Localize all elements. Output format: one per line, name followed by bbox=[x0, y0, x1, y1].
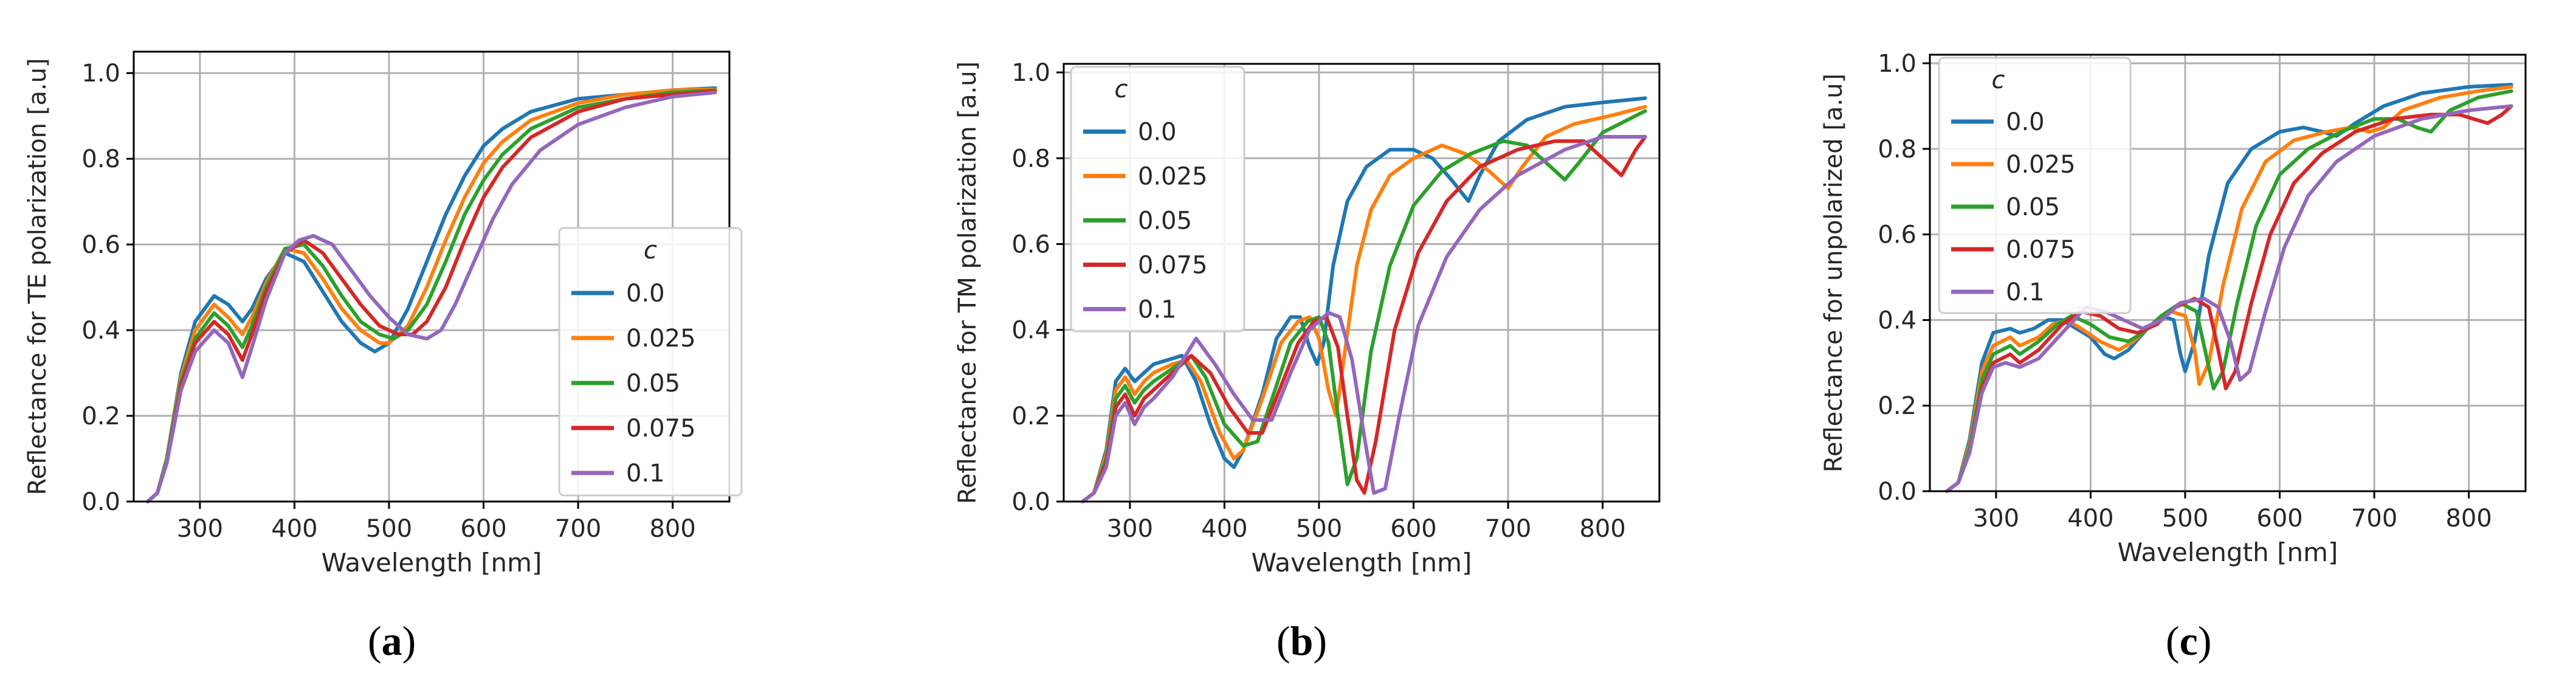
x-tick-label: 500 bbox=[366, 515, 412, 543]
panel-label-c: (c) bbox=[2166, 618, 2212, 664]
y-tick-label: 0.8 bbox=[81, 145, 120, 173]
x-tick-label: 600 bbox=[460, 515, 506, 543]
x-tick-label: 500 bbox=[1296, 515, 1342, 543]
series-line-0.025 bbox=[146, 88, 717, 503]
x-tick-label: 600 bbox=[2256, 505, 2302, 533]
legend-label-0.025: 0.025 bbox=[626, 325, 696, 353]
series-line-0.0 bbox=[146, 86, 717, 503]
legend: c 0.0 0.025 0.05 0.075 0.1 bbox=[1070, 66, 1245, 333]
x-axis-label: Wavelength [nm] bbox=[1252, 548, 1472, 578]
legend-label-0.0: 0.0 bbox=[626, 280, 665, 308]
y-tick-label: 0.8 bbox=[1878, 136, 1917, 164]
legend-label-0.075: 0.075 bbox=[626, 415, 696, 443]
legend-label-0.1: 0.1 bbox=[1138, 296, 1177, 324]
x-tick-label: 400 bbox=[1201, 515, 1247, 543]
series-line-0.075 bbox=[146, 89, 717, 503]
series-line-0.05 bbox=[146, 88, 717, 503]
series-line-0.1 bbox=[1945, 104, 2513, 493]
legend-label-0.075: 0.075 bbox=[2006, 236, 2076, 264]
legend-label-0.05: 0.05 bbox=[1138, 207, 1192, 235]
y-tick-label: 0.6 bbox=[81, 231, 120, 259]
y-tick-label: 1.0 bbox=[1878, 50, 1917, 78]
y-axis-label: Reflectance for unpolarized [a.u] bbox=[1820, 74, 1848, 472]
legend-label-0.025: 0.025 bbox=[1138, 163, 1208, 191]
y-tick-label: 0.2 bbox=[1878, 392, 1917, 420]
legend-label-0.025: 0.025 bbox=[2006, 151, 2076, 179]
legend-label-0.0: 0.0 bbox=[1138, 119, 1177, 147]
series-line-0.05 bbox=[1081, 109, 1647, 503]
y-tick-label: 0.6 bbox=[1878, 221, 1917, 249]
series-line-0.025 bbox=[1081, 105, 1647, 503]
y-tick-label: 0.0 bbox=[1011, 488, 1050, 516]
x-tick-label: 800 bbox=[2445, 505, 2492, 533]
x-tick-label: 600 bbox=[1390, 515, 1436, 543]
x-tick-label: 400 bbox=[2067, 505, 2113, 533]
chart-panel-c: 300 400 500 600 700 800 0.0 0.2 0.4 0.6 0.8 1.0 Wave… bbox=[1820, 50, 2527, 567]
plot-frame bbox=[1062, 63, 1661, 503]
legend-title: c bbox=[644, 236, 657, 264]
legend-box bbox=[558, 227, 743, 497]
x-tick-label: 700 bbox=[555, 515, 601, 543]
legend-title: c bbox=[1992, 66, 2005, 94]
x-axis-label: Wavelength [nm] bbox=[2118, 537, 2338, 567]
panel-label-a: (a) bbox=[368, 618, 416, 664]
legend-title: c bbox=[1115, 75, 1128, 103]
legend: c0.0 0.025 0.05 0.075 0.1 bbox=[1938, 57, 2132, 314]
series-line-0.0 bbox=[1081, 96, 1647, 503]
series-line-0.1 bbox=[146, 91, 717, 503]
legend-box bbox=[1938, 57, 2132, 314]
y-tick-label: 0.6 bbox=[1011, 230, 1050, 258]
y-tick-label: 0.0 bbox=[81, 488, 120, 516]
x-tick-label: 300 bbox=[1107, 515, 1153, 543]
y-tick-label: 0.2 bbox=[1011, 402, 1050, 430]
y-tick-label: 1.0 bbox=[1011, 59, 1050, 87]
y-axis-label: Reflectance for TE polarization [a.u] bbox=[24, 58, 52, 495]
legend: c 0.0 0.025 0.05 0.075 0.1 bbox=[558, 227, 743, 497]
x-tick-label: 700 bbox=[1485, 515, 1531, 543]
legend-label-0.0: 0.0 bbox=[2006, 108, 2045, 136]
x-tick-label: 700 bbox=[2351, 505, 2397, 533]
y-tick-label: 0.8 bbox=[1011, 145, 1050, 173]
x-tick-label: 800 bbox=[1579, 515, 1625, 543]
y-tick-label: 0.4 bbox=[1878, 306, 1917, 334]
series-line-0.075 bbox=[1945, 104, 2513, 493]
x-tick-label: 400 bbox=[271, 515, 317, 543]
legend-label-0.1: 0.1 bbox=[2006, 278, 2045, 306]
x-tick-label: 800 bbox=[649, 515, 695, 543]
series-line-0.1 bbox=[1081, 135, 1647, 503]
x-tick-label: 500 bbox=[2162, 505, 2208, 533]
series-line-0.025 bbox=[1945, 85, 2513, 493]
y-axis-label: Reflectance for TM polarization [a.u] bbox=[954, 61, 982, 504]
x-tick-label: 300 bbox=[177, 515, 223, 543]
plot-frame bbox=[1929, 53, 2527, 492]
y-tick-label: 1.0 bbox=[81, 60, 120, 88]
y-tick-label: 0.0 bbox=[1878, 478, 1917, 506]
y-tick-label: 0.4 bbox=[81, 317, 120, 345]
legend-label-0.1: 0.1 bbox=[626, 460, 665, 488]
y-tick-label: 0.2 bbox=[81, 402, 120, 430]
x-axis-label: Wavelength [nm] bbox=[322, 548, 542, 578]
legend-box bbox=[1070, 66, 1245, 333]
y-tick-label: 0.4 bbox=[1011, 317, 1050, 345]
panel-label-b: (b) bbox=[1276, 618, 1328, 664]
x-tick-label: 300 bbox=[1973, 505, 2019, 533]
legend-label-0.05: 0.05 bbox=[2006, 193, 2060, 221]
chart-panel-a: 300 400 500 600 700 800 0.0 0.2 0.4 0.6 0.8 1.0 Wave… bbox=[24, 50, 743, 578]
legend-label-0.05: 0.05 bbox=[626, 370, 680, 398]
legend-label-0.075: 0.075 bbox=[1138, 252, 1208, 280]
chart-panel-b: 300 400 500 600 700 800 0.0 0.2 0.4 0.6 0.8 1.0 Wave… bbox=[954, 59, 1661, 578]
